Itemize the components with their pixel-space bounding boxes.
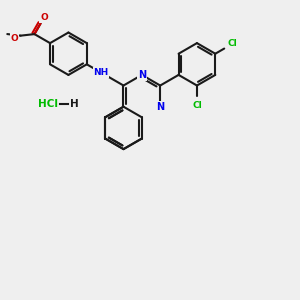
Text: N: N <box>138 70 146 80</box>
Text: O: O <box>40 13 48 22</box>
Text: HCl: HCl <box>38 99 58 110</box>
Text: Cl: Cl <box>192 101 202 110</box>
Text: Cl: Cl <box>227 39 237 48</box>
Text: O: O <box>10 34 18 43</box>
Text: H: H <box>70 99 78 110</box>
Text: NH: NH <box>93 68 108 77</box>
Text: N: N <box>156 102 164 112</box>
